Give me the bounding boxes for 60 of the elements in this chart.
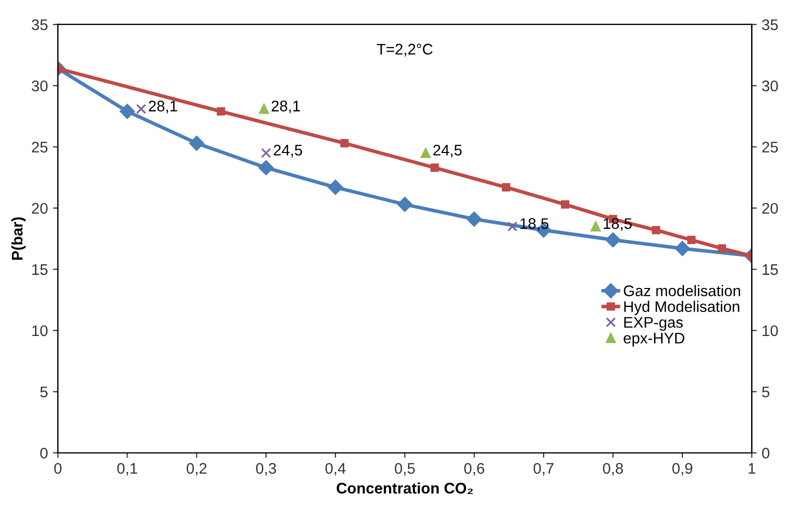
x-tick-label: 0,5 <box>394 463 415 476</box>
annotation: T=2,2°C <box>376 44 433 56</box>
point <box>687 236 696 244</box>
point <box>502 183 510 192</box>
y-tick-label: 30 <box>32 80 48 92</box>
point <box>397 196 412 212</box>
point <box>652 226 660 234</box>
point <box>590 221 601 232</box>
x-axis-title: Concentration CO₂ <box>336 482 473 494</box>
y2-tick-label: 20 <box>762 202 778 214</box>
y2-tick-label: 5 <box>762 386 770 398</box>
data-label: 28,1 <box>272 100 300 114</box>
point <box>507 221 518 232</box>
point <box>120 104 135 119</box>
point <box>340 139 349 148</box>
y-tick-label: 15 <box>32 264 48 275</box>
x-tick-label: 0,6 <box>464 463 484 476</box>
x-tick-label: 0,8 <box>602 463 623 476</box>
y-tick-label: 35 <box>32 19 48 30</box>
y2-tick-label: 30 <box>762 80 778 92</box>
point <box>605 232 621 248</box>
data-label: 24,5 <box>274 144 302 158</box>
y2-tick-label: 25 <box>762 142 778 153</box>
y2-tick-label: 35 <box>762 19 778 30</box>
x-tick-label: 0,2 <box>186 463 207 476</box>
point <box>718 244 726 253</box>
y2-tick-label: 0 <box>762 448 770 459</box>
legend-label: epx-HYD <box>624 332 684 347</box>
point <box>430 164 439 172</box>
y-tick-label: 5 <box>40 386 48 398</box>
point <box>466 212 482 227</box>
y-axis-title: P(bar) <box>11 217 26 260</box>
x-tick-label: 0,1 <box>117 463 138 476</box>
legend-label: Gaz modelisation <box>624 285 740 296</box>
x-tick-label: 0,4 <box>325 463 346 476</box>
data-label: 24,5 <box>433 144 462 158</box>
data-label: 28,1 <box>148 100 178 114</box>
x-tick-label: 0 <box>54 463 62 474</box>
point <box>261 148 272 158</box>
point <box>258 160 274 176</box>
x-tick-label: 0,7 <box>534 463 554 476</box>
y-tick-label: 0 <box>40 448 48 459</box>
legend-label: EXP-gas <box>624 317 683 331</box>
point <box>258 104 269 114</box>
x-tick-label: 0,9 <box>672 463 692 476</box>
point <box>189 136 204 151</box>
y2-tick-label: 15 <box>762 264 778 275</box>
y2-tick-label: 10 <box>762 325 778 336</box>
x-tick-label: 1 <box>748 463 756 474</box>
point <box>216 107 226 116</box>
y-tick-label: 20 <box>32 202 48 214</box>
y-tick-label: 25 <box>32 142 48 153</box>
point <box>674 240 690 256</box>
x-tick-label: 0,3 <box>256 463 276 476</box>
point <box>328 180 344 195</box>
point <box>136 104 146 114</box>
legend-label: Hyd Modelisation <box>624 300 740 316</box>
point <box>420 148 431 158</box>
point <box>560 200 570 209</box>
y-tick-label: 10 <box>32 325 48 336</box>
